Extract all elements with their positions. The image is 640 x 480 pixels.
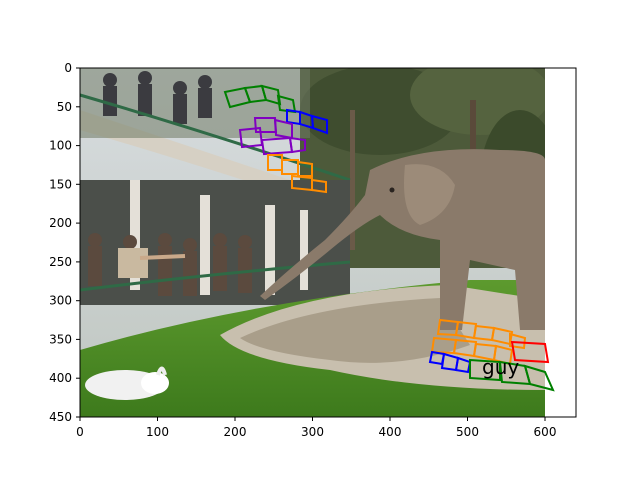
y-tick-label: 400 (49, 371, 72, 385)
x-tick-label: 600 (534, 425, 557, 439)
y-tick-label: 300 (49, 294, 72, 308)
x-tick-label: 200 (224, 425, 247, 439)
axes-frame (79, 67, 577, 418)
x-tick-label: 0 (76, 425, 84, 439)
x-tick-label: 500 (456, 425, 479, 439)
y-tick-label: 200 (49, 216, 72, 230)
y-tick-label: 50 (57, 100, 72, 114)
x-axis: 0 100 200 300 400 500 600 (76, 417, 556, 439)
y-tick-label: 450 (49, 410, 72, 424)
y-axis: 0 50 100 150 200 250 300 350 400 450 (49, 61, 80, 424)
x-tick-label: 100 (146, 425, 169, 439)
y-tick-label: 350 (49, 332, 72, 346)
y-tick-label: 0 (64, 61, 72, 75)
y-tick-label: 250 (49, 255, 72, 269)
x-tick-label: 400 (379, 425, 402, 439)
y-tick-label: 150 (49, 177, 72, 191)
overlay-boxes: guy (223, 84, 555, 392)
overlay-word-text: guy (482, 355, 519, 379)
x-tick-label: 300 (301, 425, 324, 439)
y-tick-label: 100 (49, 139, 72, 153)
